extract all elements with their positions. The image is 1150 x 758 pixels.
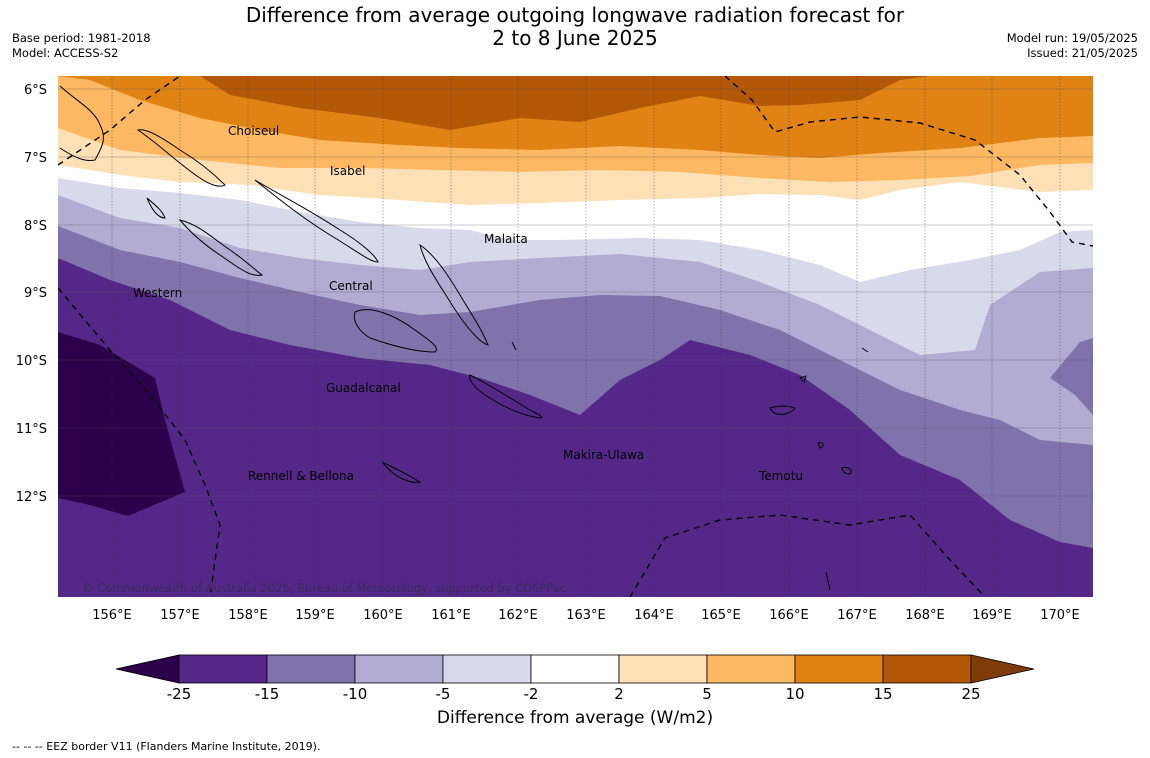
colorbar-segment	[706, 654, 796, 684]
lon-label: 163°E	[566, 608, 606, 623]
region-label-choiseul: Choiseul	[228, 124, 279, 138]
colorbar-segment	[442, 654, 532, 684]
map-figure: Choiseul Isabel Malaita Central Western …	[16, 76, 1093, 700]
latitude-labels: 6°S 7°S 8°S 9°S 10°S 11°S 12°S	[16, 83, 47, 505]
colorbar-segment	[882, 654, 972, 684]
map-plot: Choiseul Isabel Malaita Central Western …	[58, 76, 1093, 597]
base-period-text: Base period: 1981-2018	[12, 31, 151, 45]
lon-label: 162°E	[498, 608, 538, 623]
band-neg25-neg15	[58, 258, 1093, 597]
lat-label: 7°S	[24, 151, 47, 166]
colorbar-tick: -10	[343, 685, 368, 700]
model-text: Model: ACCESS-S2	[12, 46, 119, 60]
lat-label: 12°S	[16, 490, 47, 505]
region-label-isabel: Isabel	[330, 164, 365, 178]
colorbar-extend-low	[115, 654, 180, 684]
colorbar-label: Difference from average (W/m2)	[436, 708, 714, 728]
region-label-temotu: Temotu	[758, 469, 803, 483]
lon-label: 168°E	[905, 608, 945, 623]
band-right-bump	[1050, 338, 1093, 415]
region-label-guadalcanal: Guadalcanal	[326, 381, 401, 395]
region-label-makira-ulawa: Makira-Ulawa	[563, 448, 644, 462]
chart-title: Difference from average outgoing longwav…	[0, 4, 1150, 50]
title-line-1: Difference from average outgoing longwav…	[245, 3, 905, 27]
colorbar-tick: 15	[873, 685, 892, 700]
lon-label: 164°E	[634, 608, 674, 623]
colorbar-tick: -25	[167, 685, 192, 700]
colorbar-tick: 2	[614, 685, 624, 700]
lon-label: 169°E	[972, 608, 1012, 623]
region-label-rennell-bellona: Rennell & Bellona	[248, 469, 354, 483]
colorbar-tick: 25	[961, 685, 980, 700]
colorbar-tick: 10	[785, 685, 804, 700]
lon-label: 161°E	[431, 608, 471, 623]
meta-left: Base period: 1981-2018 Model: ACCESS-S2	[12, 31, 151, 61]
lat-label: 6°S	[24, 83, 47, 98]
lat-label: 9°S	[24, 286, 47, 301]
colorbar-tick: -15	[255, 685, 280, 700]
band-below-neg25	[58, 332, 185, 516]
lat-label: 8°S	[24, 219, 47, 234]
region-label-malaita: Malaita	[484, 232, 528, 246]
colorbar-segment	[618, 654, 708, 684]
longitude-labels: 156°E 157°E 158°E 159°E 160°E 161°E 162°…	[92, 608, 1080, 623]
lat-label: 10°S	[16, 354, 47, 369]
lon-label: 157°E	[160, 608, 200, 623]
grid-lines	[111, 76, 1061, 597]
colorbar-extend-high	[970, 654, 1035, 684]
lon-label: 160°E	[363, 608, 403, 623]
eez-footnote: -- -- -- EEZ border V11 (Flanders Marine…	[12, 740, 321, 753]
colorbar-tick: 5	[702, 685, 712, 700]
colorbar	[115, 654, 1035, 684]
lat-lines	[58, 88, 1093, 497]
lon-label: 170°E	[1040, 608, 1080, 623]
region-labels: Choiseul Isabel Malaita Central Western …	[133, 124, 803, 483]
lon-label: 159°E	[295, 608, 335, 623]
colorbar-segment	[530, 654, 620, 684]
coastlines	[59, 85, 869, 591]
colorbar-tick: -2	[524, 685, 539, 700]
copyright-text: © Commonwealth of Australia 2025, Bureau…	[82, 581, 566, 595]
colorbar-segment	[178, 654, 268, 684]
colorbar-segment	[354, 654, 444, 684]
colorbar-segment	[266, 654, 356, 684]
colorbar-segment	[794, 654, 884, 684]
eez-border	[58, 76, 1093, 597]
region-label-western: Western	[133, 286, 182, 300]
lon-label: 158°E	[228, 608, 268, 623]
colorbar-ticks: -25 -15 -10 -5 -2 2 5 10 15 25	[167, 685, 981, 700]
lon-label: 156°E	[92, 608, 132, 623]
lat-label: 11°S	[16, 422, 47, 437]
lon-label: 167°E	[837, 608, 877, 623]
colorbar-tick: -5	[436, 685, 451, 700]
lon-label: 166°E	[769, 608, 809, 623]
issued-text: Issued: 21/05/2025	[1027, 46, 1138, 60]
meta-right: Model run: 19/05/2025 Issued: 21/05/2025	[1007, 31, 1138, 61]
title-line-2: 2 to 8 June 2025	[492, 26, 658, 50]
region-label-central: Central	[329, 279, 373, 293]
lon-label: 165°E	[701, 608, 741, 623]
model-run-text: Model run: 19/05/2025	[1006, 31, 1138, 45]
